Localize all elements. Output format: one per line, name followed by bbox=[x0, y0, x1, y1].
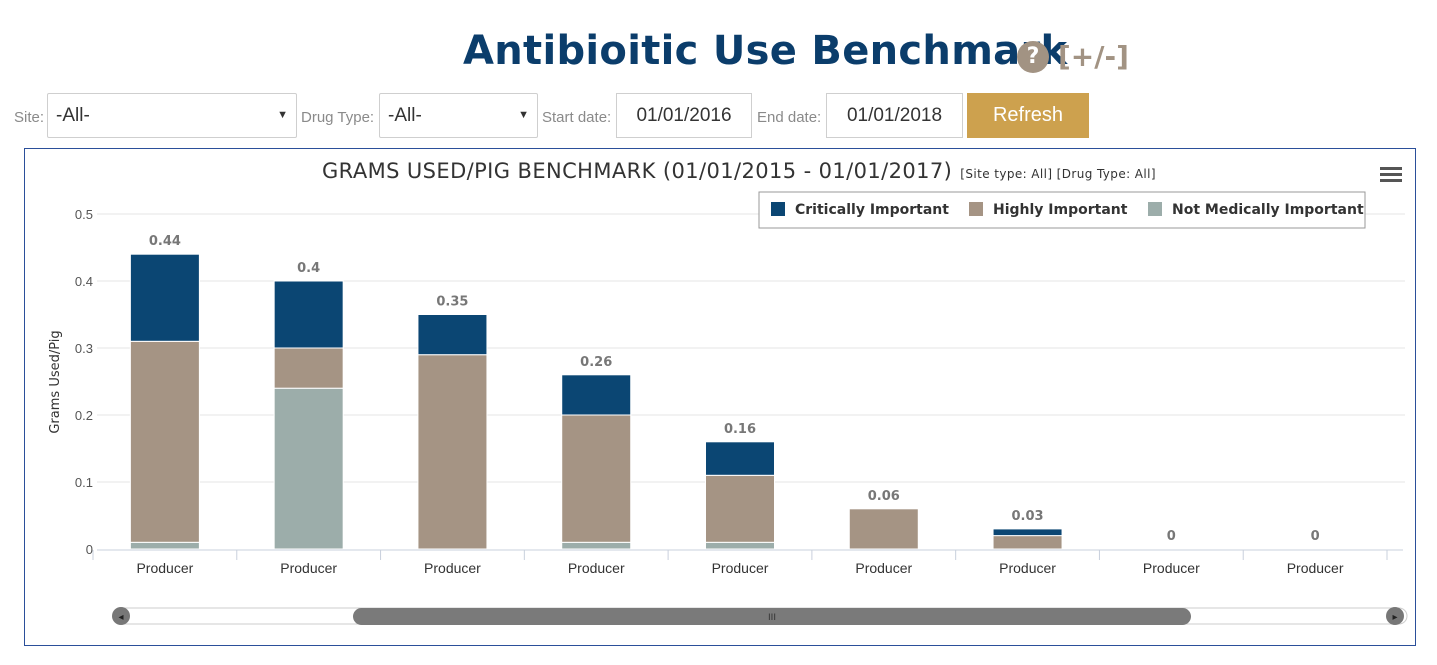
bar-segment[interactable] bbox=[705, 441, 775, 476]
end-date-label: End date: bbox=[757, 109, 822, 126]
legend-box bbox=[758, 191, 1366, 229]
scroll-left-button[interactable] bbox=[112, 607, 130, 625]
bar-segment[interactable] bbox=[848, 508, 919, 550]
site-label: Site: bbox=[14, 109, 45, 126]
help-icon[interactable]: ? bbox=[1017, 41, 1049, 73]
legend: Critically Important Highly Important Not … bbox=[758, 191, 1366, 229]
drug-type-select[interactable]: -All- ▼ bbox=[379, 93, 538, 138]
refresh-button[interactable]: Refresh bbox=[967, 93, 1089, 138]
y-tick-label: 0.4 bbox=[75, 274, 93, 289]
scrollbar-grip-icon: III bbox=[768, 613, 776, 623]
chevron-down-icon: ▼ bbox=[277, 109, 288, 121]
legend-swatch bbox=[1148, 202, 1162, 216]
labels-layer: 0.44 Producer 0.4 Producer 0.35 Producer 0.26 P… bbox=[136, 234, 1343, 576]
y-axis-title: Grams Used/Pig bbox=[48, 330, 63, 433]
bar-total-label: 0 bbox=[1311, 529, 1320, 544]
x-tick-label: Producer bbox=[136, 560, 193, 576]
bar-segment[interactable] bbox=[417, 314, 488, 356]
x-tick-label: Producer bbox=[712, 560, 769, 576]
bar-segment[interactable] bbox=[561, 414, 632, 543]
bar-total-label: 0.16 bbox=[724, 422, 756, 437]
scroll-right-button[interactable] bbox=[1386, 607, 1404, 625]
x-tick-label: Producer bbox=[999, 560, 1056, 576]
y-tick-label: 0.3 bbox=[75, 341, 93, 356]
chart-container: 0 0.1 0.2 0.3 0.4 0.5 0.44 Producer 0.4 Producer… bbox=[24, 148, 1416, 646]
bar-segment[interactable] bbox=[129, 541, 200, 550]
end-date-input[interactable]: 01/01/2018 bbox=[826, 93, 963, 138]
legend-swatch bbox=[771, 202, 785, 216]
chevron-right-icon: ▸ bbox=[1392, 612, 1397, 623]
menu-line bbox=[1380, 167, 1402, 170]
legend-item-label[interactable]: Not Medically Important bbox=[1172, 202, 1364, 218]
menu-line bbox=[1380, 179, 1402, 182]
site-select-value: -All- bbox=[56, 105, 90, 126]
start-date-input[interactable]: 01/01/2016 bbox=[616, 93, 752, 138]
y-tick-label: 0.5 bbox=[75, 207, 93, 222]
menu-line bbox=[1380, 173, 1402, 176]
x-tick-label: Producer bbox=[1143, 560, 1200, 576]
bar-total-label: 0.03 bbox=[1012, 509, 1044, 524]
bar-segment[interactable] bbox=[992, 535, 1063, 550]
chart-subtitle: [Site type: All] [Drug Type: All] bbox=[960, 167, 1156, 181]
chevron-left-icon: ◂ bbox=[118, 612, 123, 623]
drug-type-label: Drug Type: bbox=[301, 109, 375, 126]
bar-segment[interactable] bbox=[129, 340, 200, 543]
bar-segment[interactable] bbox=[273, 347, 344, 389]
bar-segment[interactable] bbox=[705, 541, 775, 550]
site-select[interactable]: -All- ▼ bbox=[47, 93, 297, 138]
bar-segment[interactable] bbox=[992, 528, 1063, 537]
bar-segment[interactable] bbox=[561, 541, 632, 550]
horizontal-scrollbar[interactable]: ◂ ▸ III bbox=[112, 607, 1408, 625]
page-title: Antibioitic Use Benchmark bbox=[463, 28, 1068, 74]
y-tick-label: 0.2 bbox=[75, 408, 93, 423]
bar-total-label: 0.4 bbox=[297, 261, 320, 276]
bar-segment[interactable] bbox=[417, 354, 488, 550]
x-tick-label: Producer bbox=[280, 560, 337, 576]
y-tick-label: 0 bbox=[86, 542, 93, 557]
start-date-label: Start date: bbox=[542, 109, 612, 126]
scrollbar-thumb[interactable] bbox=[353, 608, 1191, 625]
bar-segment[interactable] bbox=[129, 253, 200, 342]
bar-total-label: 0.44 bbox=[149, 234, 181, 249]
x-tick-label: Producer bbox=[855, 560, 912, 576]
bar-segment[interactable] bbox=[273, 387, 344, 550]
bar-total-label: 0.35 bbox=[436, 295, 468, 310]
drug-type-select-value: -All- bbox=[388, 105, 422, 126]
expand-collapse-toggle[interactable]: [+/-] bbox=[1058, 40, 1129, 73]
hamburger-menu-icon[interactable] bbox=[1380, 167, 1402, 182]
bar-total-label: 0 bbox=[1167, 529, 1176, 544]
bars-layer bbox=[129, 253, 1063, 550]
x-tick-label: Producer bbox=[424, 560, 481, 576]
legend-item-label[interactable]: Critically Important bbox=[795, 202, 949, 218]
bar-segment[interactable] bbox=[273, 280, 344, 349]
bar-total-label: 0.26 bbox=[580, 355, 612, 370]
chevron-down-icon: ▼ bbox=[518, 109, 529, 121]
chart-title: GRAMS USED/PIG BENCHMARK (01/01/2015 - 0… bbox=[322, 159, 1156, 183]
x-tick-label: Producer bbox=[568, 560, 625, 576]
x-tick-label: Producer bbox=[1287, 560, 1344, 576]
legend-item-label[interactable]: Highly Important bbox=[993, 202, 1128, 218]
y-tick-label: 0.1 bbox=[75, 475, 93, 490]
bar-total-label: 0.06 bbox=[868, 489, 900, 504]
bar-segment[interactable] bbox=[561, 374, 632, 416]
bar-segment[interactable] bbox=[705, 474, 775, 543]
legend-swatch bbox=[969, 202, 983, 216]
chart-title-main: GRAMS USED/PIG BENCHMARK (01/01/2015 - 0… bbox=[322, 159, 952, 183]
benchmark-chart: 0 0.1 0.2 0.3 0.4 0.5 0.44 Producer 0.4 Producer… bbox=[48, 159, 1408, 625]
